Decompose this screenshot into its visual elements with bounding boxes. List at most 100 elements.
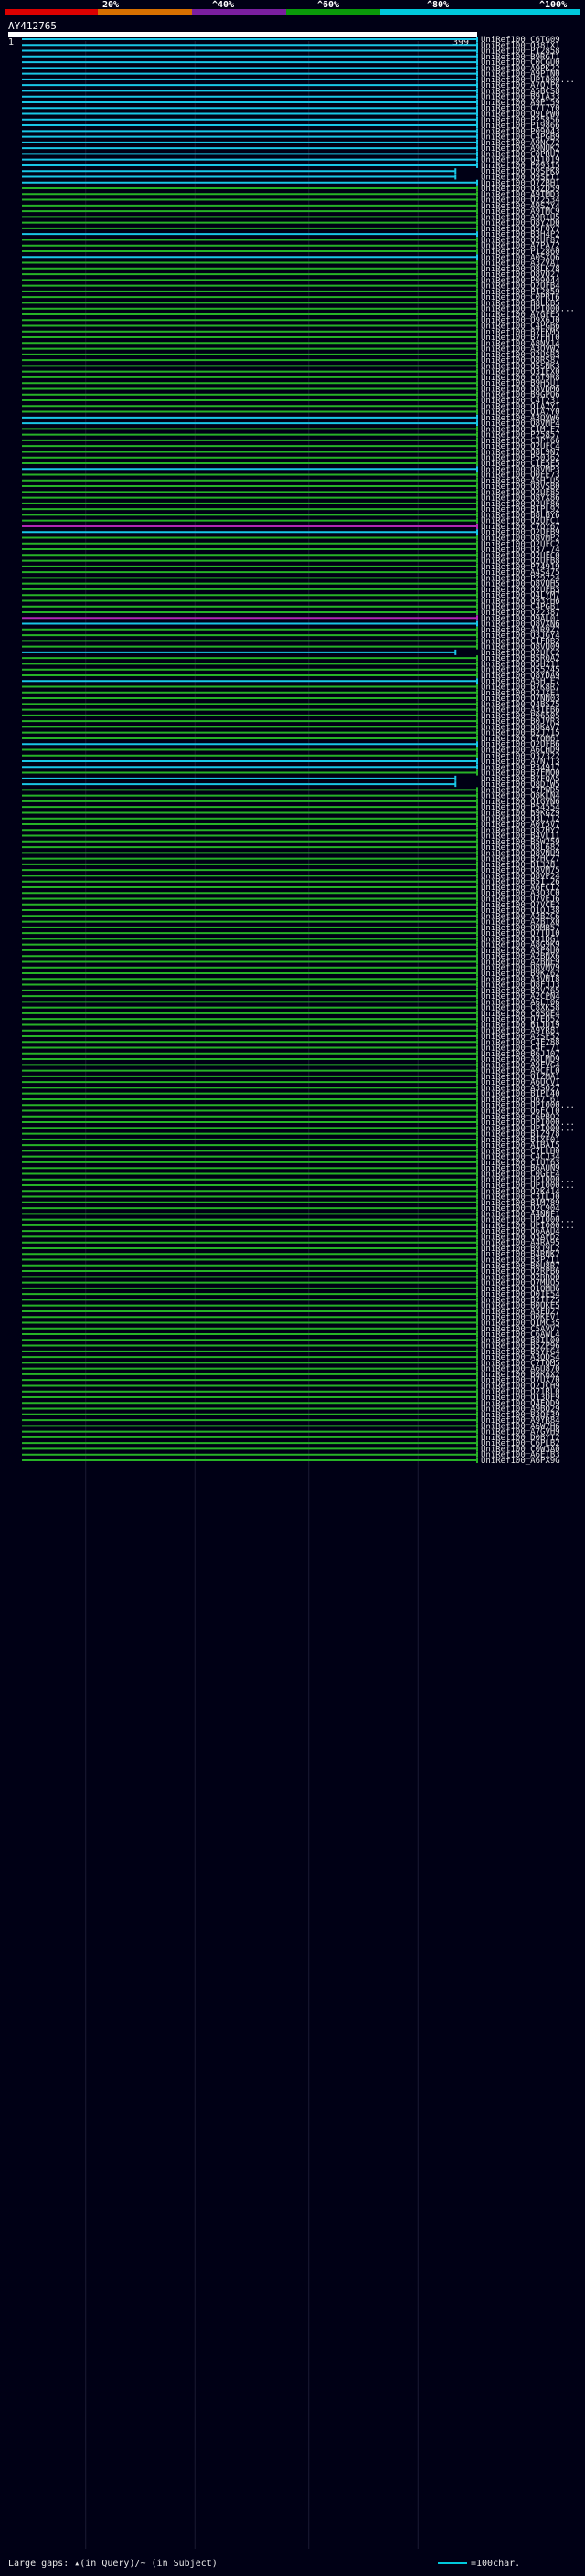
- hit-row[interactable]: UniRef100_Q2JCH9: [22, 1382, 560, 1391]
- hit-row[interactable]: UniRef100_Q21RL0: [22, 1388, 560, 1397]
- hit-row[interactable]: UniRef100_P74919: [22, 563, 560, 572]
- hit-label[interactable]: UniRef100_Q13DF9: [481, 1394, 560, 1403]
- hit-row[interactable]: UniRef100_C5AVV7: [22, 1325, 560, 1334]
- hit-label[interactable]: UniRef100_Q8LK78: [481, 265, 560, 274]
- hit-row[interactable]: UniRef100_Q2UFB6: [22, 740, 560, 749]
- hit-row[interactable]: UniRef100_P09044: [22, 276, 560, 285]
- hit-row[interactable]: UniRef100_Q2USR3: [22, 351, 560, 360]
- hit-label[interactable]: UniRef100_B9KZ62: [481, 970, 560, 979]
- hit-row[interactable]: UniRef100_A4RA95: [22, 1239, 560, 1248]
- hit-row[interactable]: UniRef100_Q38IX1: [22, 41, 560, 50]
- hit-label[interactable]: UniRef100_B6AUN9: [481, 1164, 560, 1173]
- hit-label[interactable]: UniRef100_Q38IX1: [481, 41, 560, 50]
- hit-row[interactable]: UniRef100_Q3L712: [22, 815, 560, 824]
- hit-row[interactable]: UniRef100_C6AWL4: [22, 1330, 560, 1340]
- hit-label[interactable]: UniRef100_Q3IEX0: [481, 368, 560, 377]
- hit-row[interactable]: UniRef100_A6LT06: [22, 998, 560, 1007]
- hit-label[interactable]: UniRef100_Q2UFC2: [481, 649, 560, 658]
- hit-label[interactable]: UniRef100_A3Q3C0: [481, 889, 560, 898]
- hit-row[interactable]: UniRef100_C7QM61: [22, 735, 560, 744]
- hit-row[interactable]: UniRef100_B9H5U1: [22, 379, 560, 388]
- hit-row[interactable]: UniRef100_Q8VDM6: [22, 385, 560, 394]
- hit-label[interactable]: UniRef100_Q9MB57: [481, 924, 560, 933]
- hit-row[interactable]: UniRef100_A3P9U0: [22, 947, 560, 956]
- hit-row[interactable]: UniRef100_A8NV14: [22, 339, 560, 348]
- hit-label[interactable]: UniRef100_Q31DG1: [481, 935, 560, 944]
- hit-row[interactable]: UniRef100_B6JJ07: [22, 1050, 560, 1059]
- hit-row[interactable]: UniRef100_Q37174: [22, 546, 560, 555]
- hit-label[interactable]: UniRef100_Q3JGY4: [481, 631, 560, 641]
- hit-row[interactable]: UniRef100_A0SXQ6: [22, 253, 560, 262]
- hit-label[interactable]: UniRef100_Q4BS75: [481, 700, 560, 709]
- hit-row[interactable]: UniRef100_B0JVR3: [22, 717, 560, 726]
- hit-row[interactable]: UniRef100_B7FQA5: [22, 775, 560, 784]
- hit-label[interactable]: UniRef100_A7GFE5: [481, 311, 560, 320]
- hit-label[interactable]: UniRef100_A9YR81: [481, 1027, 560, 1036]
- hit-label[interactable]: UniRef100_Q2UFC0: [481, 551, 560, 560]
- hit-label[interactable]: UniRef100_Q37174: [481, 546, 560, 555]
- hit-label[interactable]: UniRef100_A4R9Z7: [481, 626, 560, 635]
- hit-row[interactable]: UniRef100_C1FDB2: [22, 637, 560, 646]
- hit-row[interactable]: UniRef100_B5W259: [22, 838, 560, 847]
- hit-label[interactable]: UniRef100_P09315: [481, 162, 560, 171]
- hit-label[interactable]: UniRef100_Q21RL0: [481, 1388, 560, 1397]
- hit-row[interactable]: UniRef100_B2HCZ7: [22, 855, 560, 864]
- hit-label[interactable]: UniRef100_A3QDS4: [481, 1353, 560, 1362]
- hit-label[interactable]: UniRef100_P12859: [481, 288, 560, 297]
- hit-label[interactable]: UniRef100_C0GEE4: [481, 1170, 560, 1179]
- hit-row[interactable]: UniRef100_Q2UF87: [22, 236, 560, 245]
- hit-row[interactable]: UniRef100_Q55245: [22, 666, 560, 675]
- hit-row[interactable]: UniRef100_Q4EQD9: [22, 1399, 560, 1408]
- hit-label[interactable]: UniRef100_UPI000...: [481, 305, 575, 314]
- hit-label[interactable]: UniRef100_A4RA95: [481, 1239, 560, 1248]
- hit-label[interactable]: UniRef100_B9GPQ6: [481, 391, 560, 400]
- hit-label[interactable]: UniRef100_B1328: [481, 861, 555, 870]
- hit-row[interactable]: UniRef100_A7GFE5: [22, 311, 560, 320]
- hit-row[interactable]: UniRef100_P29724: [22, 574, 560, 583]
- hit-row[interactable]: UniRef100_C8XK58: [22, 1004, 560, 1013]
- hit-row[interactable]: UniRef100_A7N7T3: [22, 758, 560, 767]
- hit-row[interactable]: UniRef100_B3H4P2: [22, 230, 560, 239]
- hit-label[interactable]: UniRef100_A9NUK2: [481, 144, 560, 154]
- hit-row[interactable]: UniRef100_B1M789: [22, 1199, 560, 1208]
- hit-label[interactable]: UniRef100_Q7VCE2: [481, 901, 560, 910]
- hit-label[interactable]: UniRef100_Q8L9N7: [481, 448, 560, 457]
- hit-label[interactable]: UniRef100_Q7NN03: [481, 694, 560, 704]
- hit-label[interactable]: UniRef100_A2BNE9: [481, 958, 560, 967]
- hit-row[interactable]: UniRef100_Q8YZD0: [22, 219, 560, 228]
- hit-label[interactable]: UniRef100_Q8VMV9: [481, 964, 560, 973]
- hit-row[interactable]: UniRef100_B9GPQ6: [22, 391, 560, 400]
- hit-row[interactable]: UniRef100_A7PA72: [22, 242, 560, 251]
- hit-label[interactable]: UniRef100_UPI000...: [481, 1101, 575, 1110]
- hit-label[interactable]: UniRef100_A9P159: [481, 99, 560, 108]
- hit-row[interactable]: UniRef100_UPI000...: [22, 1182, 575, 1191]
- hit-row[interactable]: UniRef100_A3QVW2: [22, 345, 560, 355]
- hit-label[interactable]: UniRef100_Q8VUH5: [481, 580, 560, 589]
- hit-label[interactable]: UniRef100_B4RNK2: [481, 1250, 560, 1259]
- hit-row[interactable]: UniRef100_UPI000...: [22, 1176, 575, 1185]
- hit-row[interactable]: UniRef100_B5R0A2: [22, 654, 560, 663]
- hit-label[interactable]: UniRef100_B0U8R7: [481, 1262, 560, 1271]
- hit-label[interactable]: UniRef100_C0SGE4: [481, 1010, 560, 1019]
- hit-label[interactable]: UniRef100_UPI000...: [481, 1182, 575, 1191]
- hit-row[interactable]: UniRef100_Q2JXE1: [22, 689, 560, 698]
- hit-row[interactable]: UniRef100_Q5SNK3: [22, 362, 560, 371]
- hit-row[interactable]: UniRef100_UPI000...: [22, 305, 575, 314]
- hit-label[interactable]: UniRef100_A7Q7P6: [481, 81, 560, 90]
- hit-row[interactable]: UniRef100_A3Q3C0: [22, 889, 560, 898]
- hit-row[interactable]: UniRef100_A3SQ27: [22, 1084, 560, 1093]
- hit-label[interactable]: UniRef100_P25856: [481, 116, 560, 125]
- hit-label[interactable]: UniRef100_Q87HY7: [481, 826, 560, 835]
- hit-row[interactable]: UniRef100_C0W3A0: [22, 1445, 560, 1454]
- hit-row[interactable]: UniRef100_P12860: [22, 248, 560, 257]
- hit-label[interactable]: UniRef100_Q8VP24: [481, 872, 560, 881]
- hit-label[interactable]: UniRef100_A2BZC6: [481, 912, 560, 921]
- hit-label[interactable]: UniRef100_B1PL40: [481, 1090, 560, 1099]
- hit-label[interactable]: UniRef100_A7N7T3: [481, 758, 560, 767]
- hit-row[interactable]: UniRef100_Q13DF9: [22, 1394, 560, 1403]
- hit-row[interactable]: UniRef100_Q7ZBH1: [22, 179, 560, 188]
- hit-label[interactable]: UniRef100_B0UKE5: [481, 1302, 560, 1311]
- hit-row[interactable]: UniRef100_A5ED27: [22, 1308, 560, 1317]
- hit-label[interactable]: UniRef100_Q7ZBH1: [481, 179, 560, 188]
- hit-row[interactable]: UniRef100_A5BCS8: [22, 87, 560, 96]
